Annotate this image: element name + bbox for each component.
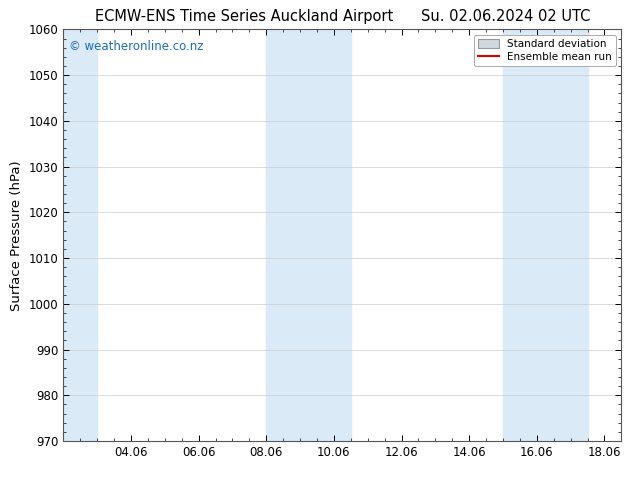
- Y-axis label: Surface Pressure (hPa): Surface Pressure (hPa): [10, 160, 23, 311]
- Legend: Standard deviation, Ensemble mean run: Standard deviation, Ensemble mean run: [474, 35, 616, 66]
- Title: ECMW-ENS Time Series Auckland Airport      Su. 02.06.2024 02 UTC: ECMW-ENS Time Series Auckland Airport Su…: [94, 9, 590, 24]
- Text: © weatheronline.co.nz: © weatheronline.co.nz: [69, 40, 204, 53]
- Bar: [503, 29, 588, 441]
- Bar: [63, 29, 97, 441]
- Bar: [266, 29, 351, 441]
